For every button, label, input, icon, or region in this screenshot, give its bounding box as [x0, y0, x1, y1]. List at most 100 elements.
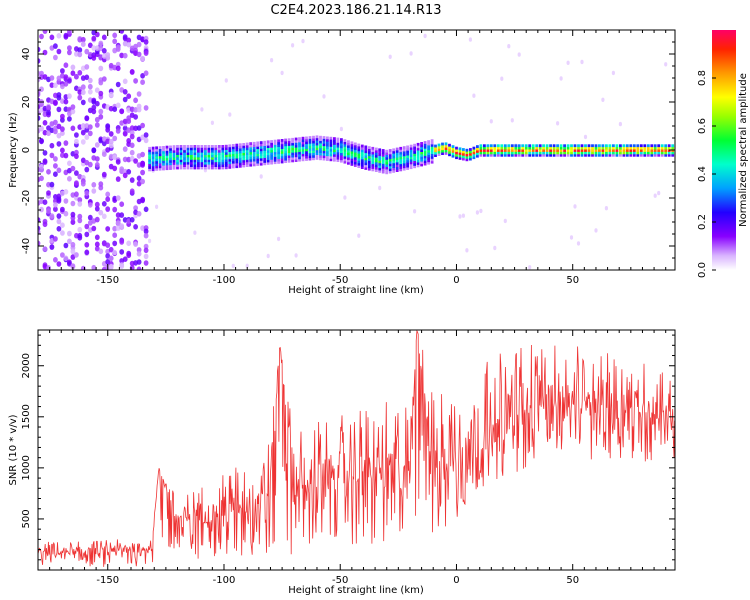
spectrogram-cell: [353, 154, 357, 158]
spectrogram-cell: [378, 150, 382, 154]
spectrogram-cell: [469, 152, 472, 156]
spectrogram-cell: [542, 144, 545, 148]
spectrogram-cell: [353, 156, 357, 160]
spectrogram-cell: [312, 147, 315, 151]
spectrogram-cell: [308, 155, 312, 159]
spectrogram-cell: [158, 163, 162, 166]
spectrogram-cell: [108, 246, 114, 253]
spectrogram-cell: [42, 74, 48, 80]
spectrogram-cell: [63, 152, 69, 159]
spectrogram-cell: [162, 148, 165, 152]
spectrogram-cell: [503, 149, 507, 152]
spectrogram-cell: [249, 161, 253, 165]
spectrogram-cell: [211, 152, 214, 155]
spectrogram-cell: [158, 151, 162, 154]
spectrogram-cell: [207, 166, 211, 170]
spectrogram-cell: [308, 157, 312, 161]
spectrogram-cell: [172, 159, 176, 163]
spectrogram-cell: [441, 145, 444, 148]
spectrogram-cell: [133, 205, 139, 211]
spectrogram-cell: [409, 149, 413, 153]
spectrogram-cell: [587, 149, 591, 152]
spectrogram-cell: [291, 147, 294, 151]
spectrogram-cell: [200, 164, 204, 167]
spectrogram-cell: [101, 76, 107, 82]
spectrogram-cell: [266, 152, 270, 156]
spectrogram-cell: [42, 120, 48, 126]
spectrogram-cell: [378, 165, 382, 168]
spectrogram-cell: [629, 151, 633, 155]
spectrogram-cell: [256, 141, 260, 145]
spectrogram-cell: [475, 210, 479, 215]
spectrogram-cell: [94, 206, 100, 212]
spectrogram-cell: [119, 239, 125, 245]
spectrogram-cell: [531, 146, 535, 150]
spectrogram-cell: [577, 149, 580, 152]
spectrogram-cell: [235, 143, 239, 147]
spectrogram-cell: [364, 167, 368, 170]
spectrogram-cell: [301, 158, 305, 162]
spectrogram-cell: [416, 150, 420, 153]
spectrogram-cell: [84, 134, 90, 140]
spectrogram-cell: [74, 170, 79, 176]
spectrogram-cell: [84, 74, 90, 81]
spectrogram-cell: [287, 145, 291, 149]
spectrogram-cell: [148, 151, 151, 155]
spectrogram-cell: [315, 135, 319, 139]
spectrogram-cell: [308, 150, 312, 154]
spectrogram-cell: [479, 208, 483, 214]
spectrogram-cell: [172, 166, 176, 170]
spectrogram-cell: [228, 163, 232, 167]
spectrogram-cell: [211, 161, 214, 165]
spectrogram-cell: [413, 209, 417, 214]
spectrogram-cell: [217, 164, 221, 167]
spectrogram-cell: [612, 153, 615, 157]
spectrogram-cell: [280, 143, 284, 147]
spectrogram-cell: [371, 168, 375, 172]
spectrogram-cell: [399, 154, 403, 157]
spectrogram-cell: [451, 150, 455, 153]
spectrogram-cell: [374, 162, 378, 165]
spectrogram-cell: [305, 138, 308, 142]
spectrogram-cell: [186, 152, 190, 155]
spectrogram-cell: [98, 45, 104, 52]
spectrogram-cell: [374, 152, 378, 156]
spectrogram-cell: [416, 147, 420, 151]
spectrogram-cell: [84, 115, 90, 121]
spectrogram-cell: [671, 146, 675, 150]
spectrogram-cell: [122, 78, 128, 85]
spectrogram-cell: [392, 150, 396, 154]
spectrogram-cell: [639, 153, 643, 157]
spectrogram-cell: [632, 151, 636, 155]
spectrogram-cell: [273, 149, 277, 153]
spectrogram-cell: [155, 156, 158, 159]
spectrogram-cell: [660, 144, 664, 148]
spectrogram-cell: [458, 149, 462, 153]
spectrogram-cell: [60, 147, 65, 154]
spectrogram-cell: [259, 150, 263, 154]
spectrogram-cell: [70, 219, 76, 225]
spectrogram-cell: [570, 146, 573, 150]
spectrogram-cell: [322, 145, 326, 149]
spectrogram-cell: [94, 122, 100, 128]
spectrogram-cell: [151, 146, 155, 150]
spectrogram-cell: [340, 147, 343, 151]
spectrogram-cell: [353, 142, 357, 146]
spectrogram-cell: [190, 152, 193, 155]
spectrogram-cell: [143, 260, 149, 266]
spectrogram-cell: [357, 148, 361, 152]
spectrogram-cell: [277, 153, 280, 157]
spectrogram-cell: [77, 197, 83, 203]
spectrogram-cell: [179, 161, 183, 165]
spectrogram-cell: [256, 158, 260, 162]
spectrogram-cell: [308, 148, 312, 151]
spectrogram-cell: [98, 248, 104, 255]
spectrogram-cell: [277, 151, 280, 155]
spectrogram-cell: [336, 154, 340, 158]
spectrogram-cell: [263, 148, 267, 151]
spectrogram-cell: [608, 144, 612, 148]
spectrogram-cell: [60, 113, 65, 120]
spectrogram-cell: [340, 159, 343, 163]
spectrogram-cell: [140, 160, 146, 167]
